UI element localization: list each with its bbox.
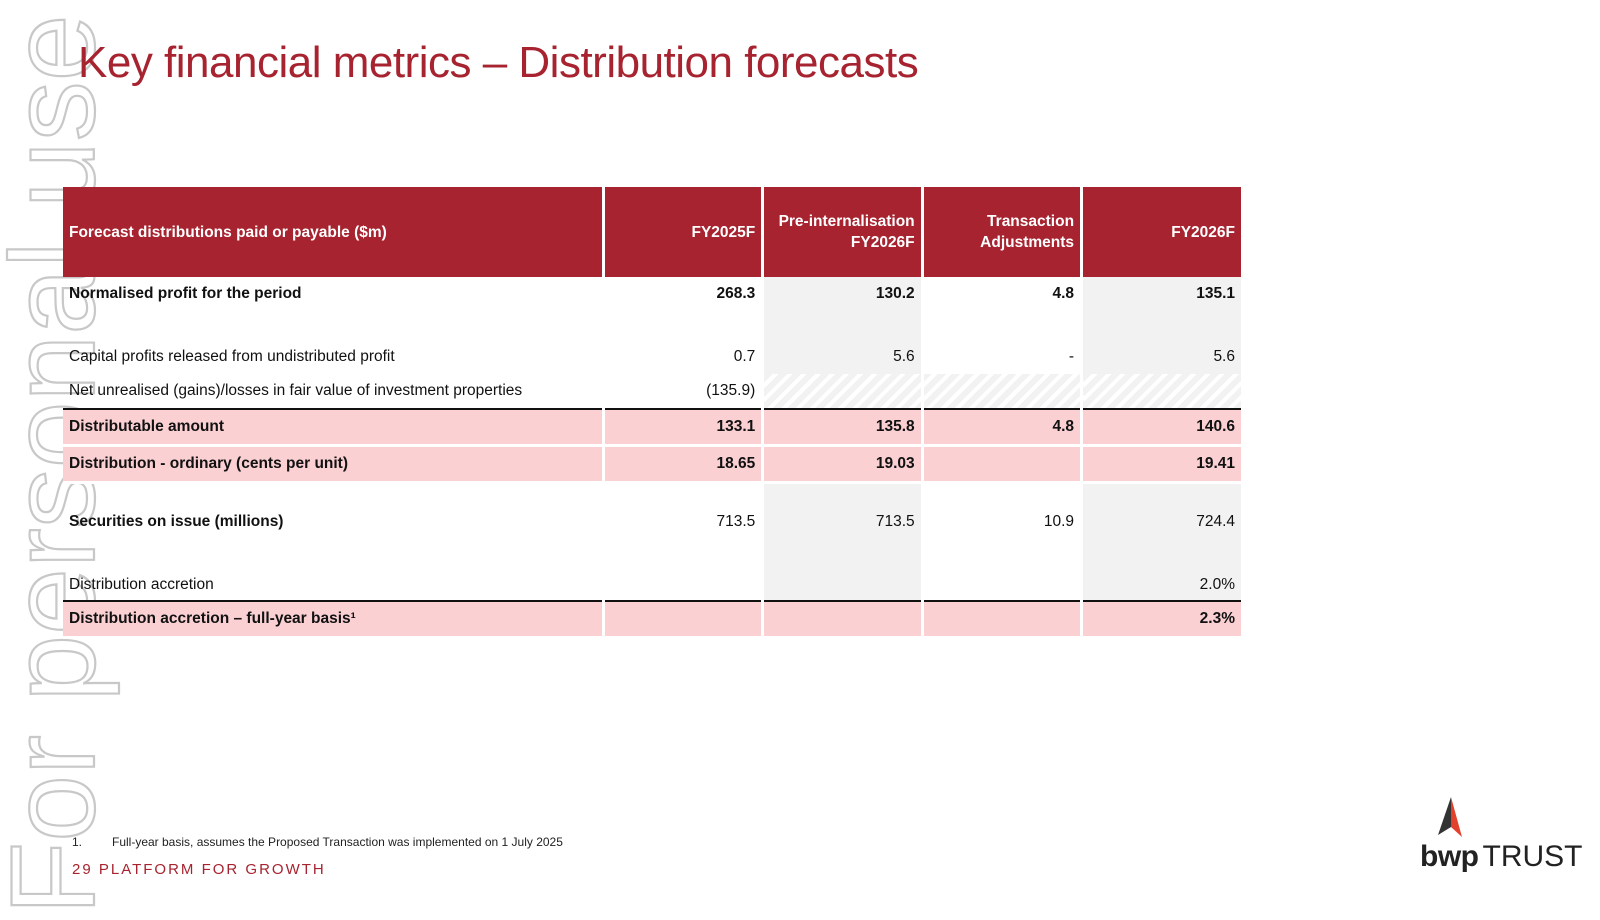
row-label: Normalised profit for the period <box>63 277 605 340</box>
logo-wordmark: bwp TRUST <box>1420 840 1583 874</box>
table-cell: 133.1 <box>603 408 765 447</box>
hatched-cell <box>1081 374 1241 409</box>
bwp-trust-logo <box>1420 797 1580 877</box>
table-row: Distribution accretion – full-year basis… <box>63 600 1241 639</box>
table-cell <box>922 560 1084 601</box>
table-header-row: Forecast distributions paid or payable (… <box>63 187 1241 277</box>
column-header: Transaction Adjustments <box>922 187 1084 277</box>
logo-brand: bwp <box>1420 840 1479 873</box>
table-cell: 19.03 <box>762 445 924 484</box>
logo-suffix: TRUST <box>1482 840 1583 873</box>
table-cell: 713.5 <box>762 482 924 560</box>
hatched-cell <box>762 374 924 409</box>
column-header: FY2025F <box>603 187 765 277</box>
footer-tagline: PLATFORM FOR GROWTH <box>98 861 326 878</box>
table-cell <box>603 560 765 601</box>
row-label: Distributable amount <box>63 408 605 447</box>
row-label: Distribution accretion <box>63 560 605 601</box>
footnote-number: 1. <box>72 835 83 849</box>
table-row: Securities on issue (millions) 713.5 713… <box>63 482 1241 560</box>
table-row: Net unrealised (gains)/losses in fair va… <box>63 374 1241 409</box>
table-cell <box>603 600 765 639</box>
table-cell: (135.9) <box>603 374 765 409</box>
table-cell: 19.41 <box>1081 445 1241 484</box>
row-label: Distribution - ordinary (cents per unit) <box>63 445 605 484</box>
table-cell: 135.8 <box>762 408 924 447</box>
row-label: Capital profits released from undistribu… <box>63 340 605 374</box>
table-cell <box>762 560 924 601</box>
table-row: Distribution - ordinary (cents per unit)… <box>63 445 1241 484</box>
table-cell: 724.4 <box>1081 482 1241 560</box>
table-row: Distributable amount 133.1 135.8 4.8 140… <box>63 408 1241 447</box>
table-row: Capital profits released from undistribu… <box>63 340 1241 374</box>
table-row: Normalised profit for the period 268.3 1… <box>63 277 1241 340</box>
table-cell: 140.6 <box>1081 408 1241 447</box>
table-cell: 0.7 <box>603 340 765 374</box>
table-cell: 4.8 <box>922 277 1084 340</box>
table-cell <box>922 445 1084 484</box>
table-cell: 2.3% <box>1081 600 1241 639</box>
table-cell: 10.9 <box>922 482 1084 560</box>
column-header: Pre-internalisation FY2026F <box>762 187 924 277</box>
logo-mark-icon <box>1438 797 1462 837</box>
table-cell: 135.1 <box>1081 277 1241 340</box>
column-header: FY2026F <box>1081 187 1241 277</box>
table-cell: 5.6 <box>1081 340 1241 374</box>
table-cell: 5.6 <box>762 340 924 374</box>
page-number: 29 <box>72 861 93 878</box>
table-cell: 2.0% <box>1081 560 1241 601</box>
row-label: Distribution accretion – full-year basis… <box>63 600 605 639</box>
table-cell <box>922 600 1084 639</box>
footnote: 1. Full-year basis, assumes the Proposed … <box>72 835 563 849</box>
table-cell <box>762 600 924 639</box>
table-cell: 4.8 <box>922 408 1084 447</box>
table-cell: 130.2 <box>762 277 924 340</box>
table-cell: - <box>922 340 1084 374</box>
table-cell: 268.3 <box>603 277 765 340</box>
column-header: Forecast distributions paid or payable (… <box>63 187 605 277</box>
table-cell: 713.5 <box>603 482 765 560</box>
hatched-cell <box>922 374 1084 409</box>
table-row: Distribution accretion 2.0% <box>63 560 1241 601</box>
table-cell: 18.65 <box>603 445 765 484</box>
page-title: Key financial metrics – Distribution for… <box>78 38 919 87</box>
distribution-table: Forecast distributions paid or payable (… <box>63 187 1241 639</box>
row-label: Securities on issue (millions) <box>63 482 605 560</box>
slide-footer: 29 PLATFORM FOR GROWTH <box>72 861 326 878</box>
row-label: Net unrealised (gains)/losses in fair va… <box>63 374 605 409</box>
footnote-text: Full-year basis, assumes the Proposed Tr… <box>112 835 563 849</box>
